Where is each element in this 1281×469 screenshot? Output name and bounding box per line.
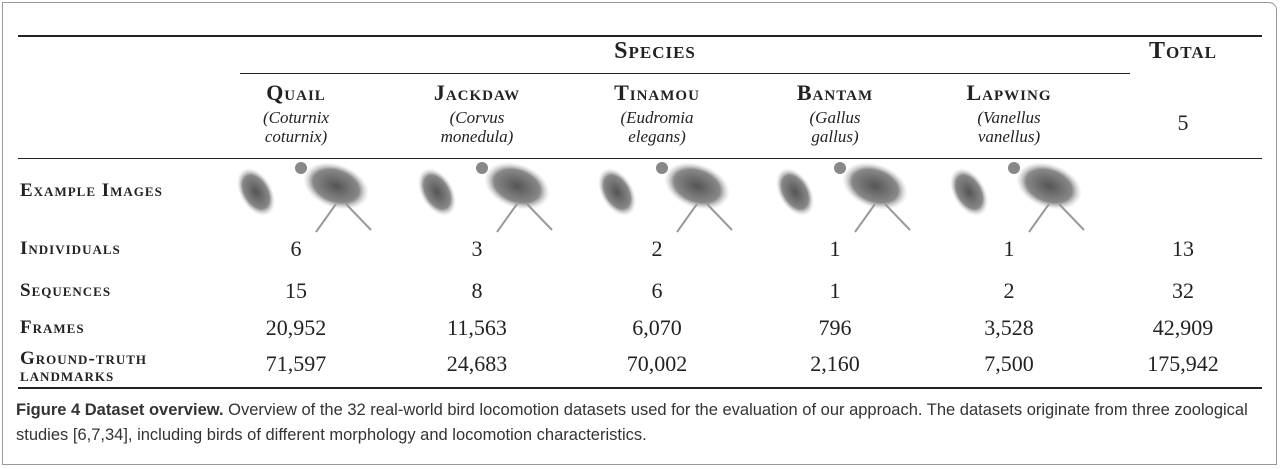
header-rule — [18, 158, 1262, 159]
total-species: 5 — [1178, 110, 1189, 136]
bird-shape — [590, 161, 644, 222]
bottom-rule — [18, 387, 1262, 389]
bird-shape — [855, 204, 875, 232]
cell: 6 — [652, 278, 663, 304]
cell: 6,070 — [632, 315, 682, 341]
bird-shape — [656, 162, 668, 174]
bird-shape — [497, 204, 517, 232]
group-rule — [240, 73, 1130, 74]
cell: 8 — [472, 278, 483, 304]
species-latin: (Vanellus — [977, 108, 1040, 127]
bird-shape — [658, 160, 737, 218]
cell: 42,909 — [1153, 315, 1214, 341]
species-latin: gallus) — [811, 127, 858, 146]
species-latin: monedula) — [441, 127, 514, 146]
cell: 6 — [291, 236, 302, 262]
bird-shape — [476, 162, 488, 174]
cell: 3 — [472, 236, 483, 262]
species-latin: (Eudromia — [620, 108, 693, 127]
bird-shape — [478, 160, 557, 218]
bird-shape — [229, 161, 283, 222]
species-latin: (Corvus — [450, 108, 505, 127]
cell: 796 — [819, 315, 852, 341]
cell: 2,160 — [810, 351, 860, 377]
bird-shape — [768, 161, 822, 222]
cell: 1 — [830, 278, 841, 304]
species-latin: vanellus) — [978, 127, 1040, 146]
cell: 2 — [1004, 278, 1015, 304]
species-latin: (Gallus — [810, 108, 861, 127]
cell: 3,528 — [984, 315, 1034, 341]
species-latin: (Coturnix — [263, 108, 329, 127]
row-label: Individuals — [20, 240, 240, 257]
cell: 20,952 — [266, 315, 327, 341]
cell: 70,002 — [627, 351, 688, 377]
page: Species Total Quail (Coturnixcoturnix) Jac… — [0, 0, 1281, 469]
cell: 175,942 — [1147, 351, 1219, 377]
species-name: Jackdaw — [434, 80, 520, 106]
bird-shape — [297, 160, 376, 218]
cell: 13 — [1172, 236, 1194, 262]
cell: 11,563 — [447, 315, 507, 341]
cell: 1 — [830, 236, 841, 262]
bird-shape — [1029, 204, 1049, 232]
cell: 1 — [1004, 236, 1015, 262]
bird-shape — [707, 204, 732, 230]
row-label: Sequences — [20, 282, 240, 299]
cell: 24,683 — [447, 351, 508, 377]
top-rule — [18, 35, 1262, 37]
bird-shape — [677, 204, 697, 232]
bird-shape — [346, 204, 371, 230]
bird-shape — [836, 160, 915, 218]
bird-shape — [527, 204, 552, 230]
bird-shape — [316, 204, 336, 232]
species-name: Bantam — [797, 80, 873, 106]
species-name: Quail — [266, 80, 326, 106]
cell: 2 — [652, 236, 663, 262]
species-latin: elegans) — [628, 127, 686, 146]
species-name: Lapwing — [966, 80, 1051, 106]
species-name: Tinamou — [614, 80, 700, 106]
total-header: Total — [1149, 38, 1217, 65]
caption-label: Figure 4 Dataset overview. — [16, 401, 224, 419]
example-images — [0, 160, 1281, 236]
cell: 71,597 — [266, 351, 327, 377]
bird-shape — [1010, 160, 1089, 218]
row-label: Ground-truth landmarks — [20, 350, 235, 384]
cell: 7,500 — [984, 351, 1034, 377]
row-label: Frames — [20, 319, 240, 336]
bird-shape — [942, 161, 996, 222]
cell: 32 — [1172, 278, 1194, 304]
bird-shape — [885, 204, 910, 230]
bird-shape — [834, 162, 846, 174]
bird-shape — [410, 161, 464, 222]
bird-shape — [1059, 204, 1084, 230]
species-latin: coturnix) — [265, 127, 327, 146]
cell: 15 — [285, 278, 307, 304]
bird-shape — [1008, 162, 1020, 174]
caption: Figure 4 Dataset overview. Overview of t… — [16, 398, 1261, 448]
group-header: Species — [614, 38, 696, 65]
bird-shape — [295, 162, 307, 174]
